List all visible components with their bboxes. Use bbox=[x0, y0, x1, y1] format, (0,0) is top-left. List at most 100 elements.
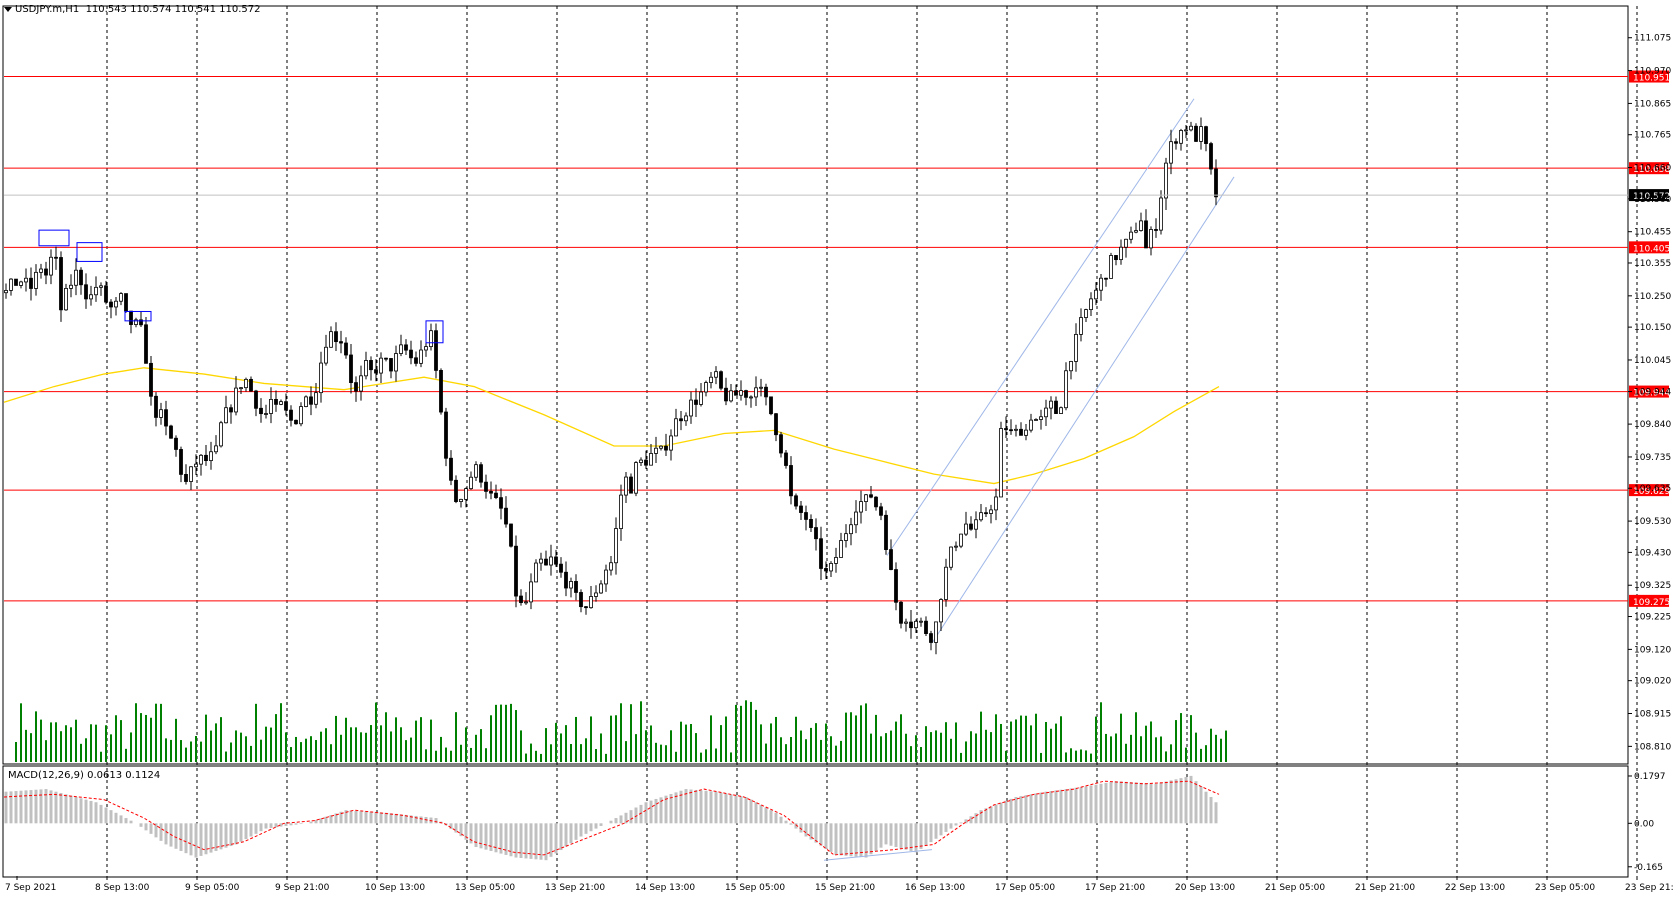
grid-lines bbox=[106, 6, 1638, 877]
time-tick-label: 7 Sep 2021 bbox=[5, 883, 56, 893]
macd-indicator bbox=[3, 775, 1220, 861]
candle-body bbox=[14, 278, 18, 286]
candle-body bbox=[1184, 129, 1188, 132]
triangle-down-icon[interactable] bbox=[4, 6, 12, 12]
candle-body bbox=[899, 601, 903, 624]
candle-body bbox=[399, 344, 403, 354]
candle-body bbox=[464, 488, 468, 500]
candle-body bbox=[749, 396, 753, 399]
candle-body bbox=[834, 557, 838, 564]
candle-body bbox=[604, 569, 608, 585]
candle-body bbox=[639, 459, 643, 463]
candle-body bbox=[1074, 334, 1078, 362]
candle-body bbox=[364, 360, 368, 377]
time-tick-label: 9 Sep 21:00 bbox=[275, 883, 330, 893]
highlight-box bbox=[425, 320, 444, 344]
candle-body bbox=[569, 581, 573, 589]
candle-body bbox=[284, 401, 288, 411]
candle-body bbox=[709, 376, 713, 383]
candle-body bbox=[1164, 162, 1168, 199]
level-price-label: 109.275 bbox=[1633, 598, 1670, 608]
highlight-boxes[interactable] bbox=[38, 229, 444, 344]
candle-body bbox=[259, 407, 263, 415]
candle-body bbox=[254, 390, 258, 409]
ohlc-values: 110.543 110.574 110.541 110.572 bbox=[85, 4, 261, 15]
candle-body bbox=[979, 512, 983, 521]
candle-body bbox=[184, 474, 188, 482]
candle-body bbox=[369, 360, 373, 371]
level-price-label: 110.951 bbox=[1633, 74, 1670, 84]
channel-line bbox=[931, 176, 1235, 644]
candle-body bbox=[329, 331, 333, 348]
candle-body bbox=[379, 357, 383, 374]
candle-body bbox=[619, 494, 623, 529]
candle-body bbox=[279, 401, 283, 405]
candle-body bbox=[349, 354, 353, 384]
candle-body bbox=[334, 331, 338, 343]
candle-body bbox=[1069, 361, 1073, 372]
candle-body bbox=[779, 434, 783, 454]
candle-body bbox=[189, 466, 193, 482]
price-tick-label: 109.225 bbox=[1634, 613, 1671, 623]
time-tick-label: 15 Sep 21:00 bbox=[815, 883, 875, 893]
candle-body bbox=[884, 514, 888, 550]
candle-body bbox=[439, 369, 443, 413]
candle-body bbox=[599, 583, 603, 594]
level-price-label: 110.658 bbox=[1633, 165, 1670, 175]
candle-body bbox=[944, 566, 948, 600]
candle-body bbox=[414, 357, 418, 364]
moving-average bbox=[3, 367, 1220, 485]
price-axis[interactable]: 110.951 110.658 110.405 109.944 109.629 109.2… bbox=[1628, 34, 1671, 753]
candle-body bbox=[1139, 220, 1143, 231]
candle-body bbox=[34, 271, 38, 289]
price-tick-label: 110.150 bbox=[1634, 323, 1671, 333]
current-price-label-bg bbox=[1629, 189, 1669, 202]
candle-body bbox=[1174, 141, 1178, 144]
candle-body bbox=[494, 492, 498, 499]
candle-body bbox=[1004, 428, 1008, 431]
candle-body bbox=[684, 415, 688, 422]
candle-body bbox=[309, 396, 313, 405]
candle-body bbox=[134, 319, 138, 325]
candle-body bbox=[384, 357, 388, 360]
candle-body bbox=[994, 496, 998, 511]
candle-body bbox=[84, 284, 88, 300]
candle-body bbox=[1194, 125, 1198, 142]
time-tick-label: 17 Sep 21:00 bbox=[1085, 883, 1145, 893]
candle-body bbox=[904, 621, 908, 624]
macd-tick-label: 0.1797 bbox=[1634, 772, 1666, 782]
volume-bars bbox=[15, 700, 1227, 762]
price-tick-label: 109.325 bbox=[1634, 581, 1671, 591]
price-tick-label: 110.865 bbox=[1634, 99, 1671, 109]
candle-body bbox=[789, 465, 793, 497]
time-axis[interactable]: 7 Sep 2021 8 Sep 13:00 9 Sep 05:00 9 Sep 21… bbox=[5, 876, 1673, 893]
price-tick-label: 109.120 bbox=[1634, 645, 1671, 655]
candle-body bbox=[699, 391, 703, 405]
highlight-box bbox=[76, 242, 103, 262]
candle-body bbox=[669, 435, 673, 451]
candle-body bbox=[139, 319, 143, 326]
macd-axis: 0.1797 0.00 -0.165 bbox=[1628, 772, 1666, 873]
candle-body bbox=[1114, 255, 1118, 261]
candle-body bbox=[159, 409, 163, 418]
candle-body bbox=[354, 382, 358, 392]
candle-body bbox=[304, 396, 308, 407]
candle-body bbox=[469, 476, 473, 490]
price-tick-label: 110.355 bbox=[1634, 259, 1671, 269]
candle-body bbox=[169, 425, 173, 439]
candle-body bbox=[294, 419, 298, 425]
candle-body bbox=[854, 511, 858, 526]
symbol-label: USDJPY.m,H1 bbox=[15, 4, 80, 15]
chart-header: USDJPY.m,H1 110.543 110.574 110.541 110.… bbox=[4, 4, 261, 15]
level-label-bg bbox=[1629, 385, 1669, 398]
candle-body bbox=[129, 310, 133, 325]
candle-body bbox=[249, 378, 253, 392]
trend-channel[interactable] bbox=[886, 98, 1235, 644]
macd-signal-line bbox=[3, 780, 1220, 856]
macd-title: MACD(12,26,9) 0.0613 0.1124 bbox=[8, 770, 161, 781]
candle-body bbox=[844, 533, 848, 541]
candle-body bbox=[864, 494, 868, 502]
candle-body bbox=[539, 558, 543, 564]
